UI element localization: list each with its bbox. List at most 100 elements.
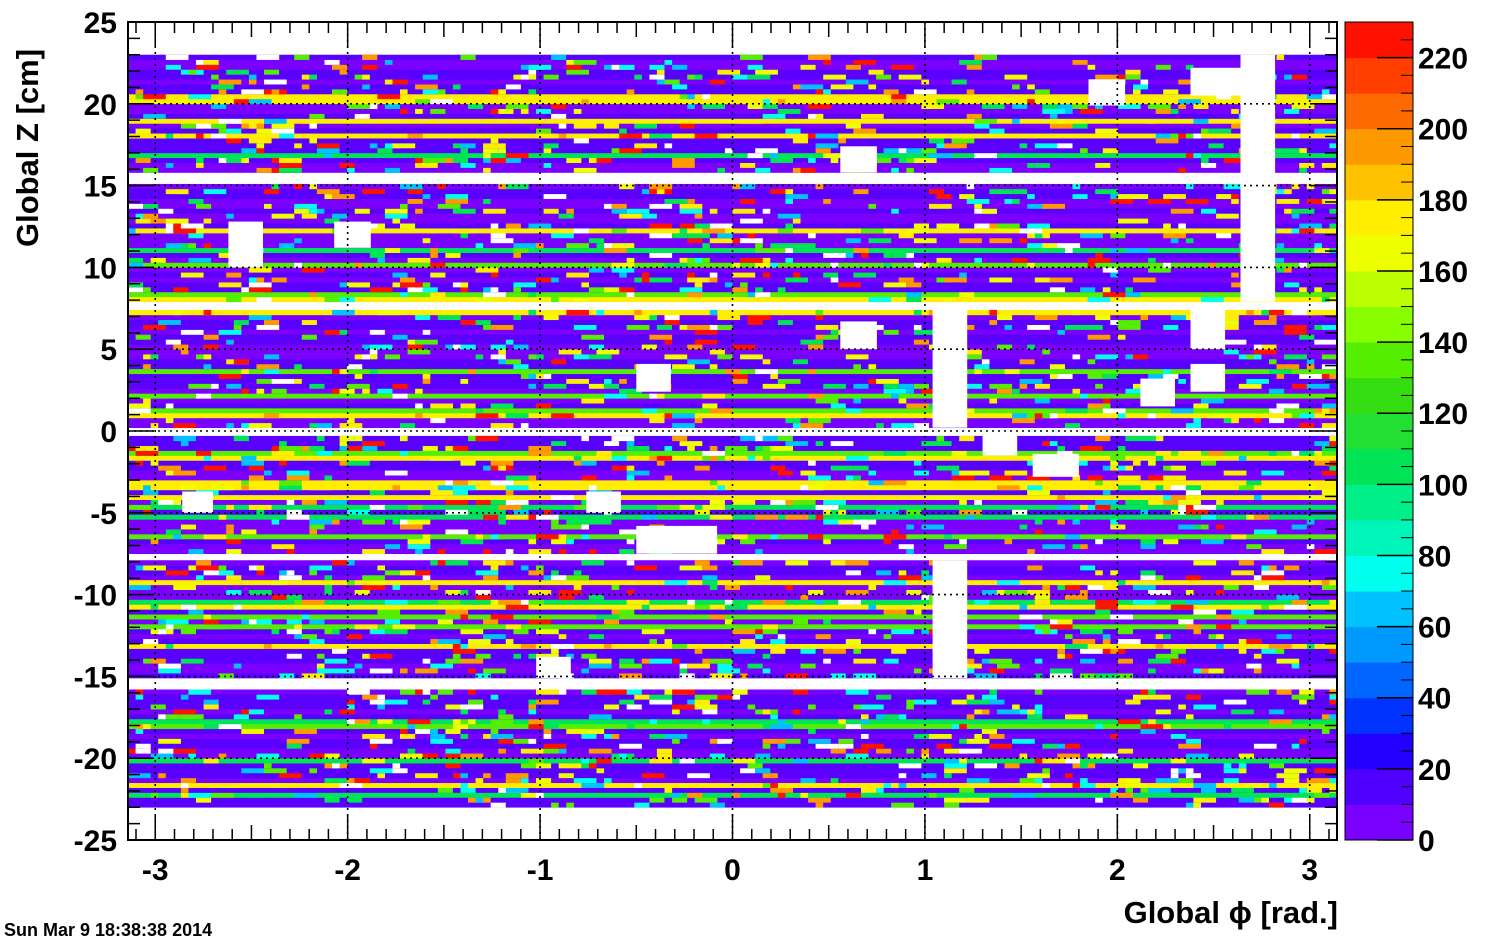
heatmap-cell <box>1072 519 1081 525</box>
heatmap-cell <box>294 624 302 630</box>
heatmap-cell <box>407 133 423 139</box>
heatmap-cell <box>1306 643 1315 649</box>
heatmap-cell <box>687 359 710 365</box>
heatmap-cell <box>1269 314 1277 321</box>
heatmap-cell <box>150 565 166 571</box>
empty-region <box>182 491 213 513</box>
heatmap-cell <box>430 262 446 268</box>
heatmap-cell <box>913 339 929 345</box>
heatmap-cell <box>384 599 408 605</box>
heatmap-cell <box>551 574 574 581</box>
heatmap-cell <box>422 658 431 664</box>
heatmap-cell <box>883 633 892 640</box>
heatmap-cell <box>271 388 287 394</box>
y-axis-title: Global Z [cm] <box>10 49 45 247</box>
heatmap-cell <box>528 514 537 520</box>
heatmap-cell <box>1027 162 1035 168</box>
heatmap-cell <box>1299 422 1315 429</box>
heatmap-cell <box>180 349 189 355</box>
heatmap-row <box>128 579 1337 586</box>
heatmap-cell <box>709 753 725 759</box>
heatmap-cell <box>505 152 529 159</box>
heatmap-cell <box>1163 89 1179 95</box>
heatmap-cell <box>218 570 234 576</box>
heatmap-cell <box>709 277 718 283</box>
heatmap-cell <box>150 658 166 664</box>
heatmap-cell <box>445 509 469 515</box>
heatmap-cell <box>777 633 786 640</box>
heatmap-cell <box>709 673 733 679</box>
heatmap-cell <box>762 772 778 779</box>
heatmap-cell <box>271 450 295 456</box>
heatmap-cell <box>226 589 242 595</box>
heatmap-cell <box>573 108 582 114</box>
heatmap-cell <box>1276 403 1300 409</box>
heatmap-cell <box>1329 465 1337 471</box>
heatmap-cell <box>1163 193 1186 199</box>
heatmap-cell <box>755 242 763 249</box>
heatmap-cell <box>369 504 385 510</box>
heatmap-cell <box>997 709 1020 715</box>
heatmap-cell <box>823 272 839 278</box>
heatmap-row <box>128 475 1337 481</box>
heatmap-cell <box>566 208 574 214</box>
heatmap-cell <box>1223 324 1239 330</box>
heatmap-cell <box>588 267 604 273</box>
heatmap-cell <box>588 594 604 600</box>
heatmap-cell <box>279 484 302 491</box>
heatmap-cell <box>347 417 355 424</box>
heatmap-cell <box>180 777 196 784</box>
heatmap-cell <box>407 718 431 725</box>
y-tick-label: -10 <box>74 580 117 613</box>
heatmap-cell <box>800 167 816 173</box>
heatmap-cell <box>868 237 892 244</box>
heatmap-cell <box>679 324 695 330</box>
heatmap-cell <box>694 213 703 219</box>
heatmap-cell <box>362 548 385 554</box>
colorbar-tick-label: 100 <box>1418 469 1468 502</box>
heatmap-cell <box>513 509 529 515</box>
heatmap-cell <box>513 287 521 293</box>
heatmap-cell <box>1095 314 1111 321</box>
heatmap-cell <box>792 709 801 715</box>
heatmap-cell <box>815 480 824 486</box>
heatmap-cell <box>853 658 877 664</box>
heatmap-cell <box>1148 787 1171 793</box>
heatmap-row <box>128 772 1337 779</box>
heatmap-cell <box>483 291 506 298</box>
heatmap-cell <box>687 792 703 798</box>
heatmap-cell <box>264 79 287 85</box>
heatmap-cell <box>513 628 529 635</box>
heatmap-cell <box>384 103 400 110</box>
heatmap-cell <box>143 213 159 219</box>
heatmap-cell <box>1178 524 1201 530</box>
heatmap-cell <box>830 560 846 566</box>
heatmap-cell <box>1155 653 1179 659</box>
heatmap-cell <box>203 704 219 710</box>
heatmap-cell <box>1027 475 1050 481</box>
heatmap-cell <box>475 594 491 600</box>
heatmap-cell <box>551 570 559 576</box>
heatmap-cell <box>1042 782 1050 788</box>
heatmap-cell <box>332 668 355 674</box>
heatmap-cell <box>226 339 234 345</box>
heatmap-cell <box>1299 223 1322 229</box>
heatmap-cell <box>384 167 400 173</box>
heatmap-cell <box>906 524 914 530</box>
heatmap-cell <box>460 460 476 466</box>
heatmap-cell <box>1049 123 1073 129</box>
heatmap-cell <box>808 589 824 595</box>
heatmap-cell <box>241 768 264 774</box>
heatmap-cell <box>1080 628 1103 635</box>
heatmap-cell <box>845 589 869 595</box>
heatmap-cell <box>974 257 982 263</box>
heatmap-cell <box>823 59 831 65</box>
heatmap-cell <box>1049 113 1058 119</box>
heatmap-cell <box>1185 714 1194 720</box>
heatmap-cell <box>1080 324 1103 330</box>
heatmap-cell <box>709 538 725 545</box>
heatmap-cell <box>762 599 786 605</box>
heatmap-cell <box>936 193 952 199</box>
heatmap-cell <box>143 489 159 496</box>
